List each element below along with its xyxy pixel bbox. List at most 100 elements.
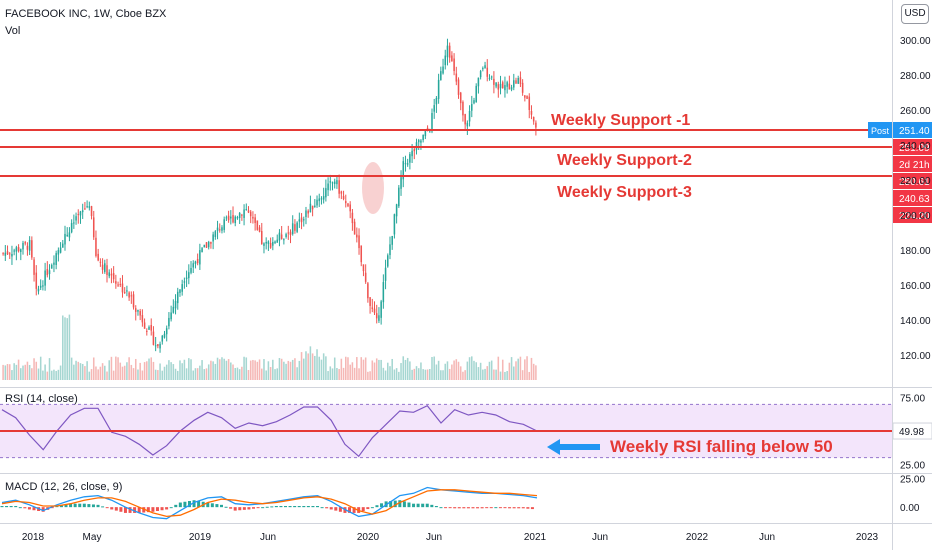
candle-body [484, 65, 486, 69]
volume-bar [331, 368, 334, 380]
candle-body [227, 215, 230, 221]
volume-bar [429, 369, 431, 380]
support-label: Weekly Support-3 [557, 184, 692, 201]
candle-body [415, 142, 418, 150]
candle-body [150, 324, 152, 331]
highlight-ellipse [362, 162, 384, 214]
macd-histogram-bar [64, 504, 68, 508]
macd-histogram-bar [160, 507, 164, 511]
macd-histogram-bar [503, 507, 507, 509]
candle-body [453, 58, 455, 72]
volume-bar [455, 359, 458, 380]
volume-bar [471, 356, 473, 380]
volume-bar [402, 356, 405, 380]
candle-body [203, 244, 206, 248]
time-tick-label: Jun [759, 532, 775, 543]
candle-body [314, 205, 316, 207]
volume-bar [130, 364, 133, 380]
macd-histogram-bar [261, 507, 265, 509]
candle-body [55, 253, 57, 265]
volume-bar [123, 365, 126, 380]
macd-histogram-bar [348, 507, 352, 513]
volume-bar [318, 356, 321, 380]
candle-body [395, 204, 398, 217]
candle-body [168, 317, 170, 327]
volume-bar [146, 361, 148, 380]
volume-bar [157, 370, 159, 380]
candle-body [192, 263, 195, 268]
macd-histogram-bar [297, 506, 301, 508]
candle-body [163, 333, 166, 338]
macd-histogram-bar [151, 507, 155, 512]
macd-histogram-bar [41, 507, 45, 512]
volume-bar [181, 363, 183, 380]
volume-bar [57, 369, 60, 380]
volume-bar [192, 370, 195, 380]
candle-body [278, 232, 281, 241]
candle-body [39, 285, 42, 288]
volume-bar [256, 361, 259, 380]
volume-bar [375, 358, 378, 380]
volume-bar [258, 359, 261, 380]
candle-body [501, 82, 504, 89]
volume-bar [278, 358, 281, 380]
rsi-value-label: 49.98 [899, 427, 924, 438]
volume-bar [466, 361, 469, 380]
candle-body [86, 206, 88, 208]
macd-histogram-bar [187, 501, 191, 508]
price-axis-label: 251.09 [893, 139, 932, 155]
macd-histogram-bar [517, 507, 521, 509]
volume-bar [170, 362, 172, 380]
candle-body [479, 71, 482, 78]
macd-histogram-bar [73, 503, 77, 508]
price-tick-label: 160.00 [900, 281, 931, 292]
candle-body [92, 217, 95, 238]
candle-body [338, 180, 340, 194]
volume-bar [227, 359, 230, 380]
volume-bar [446, 361, 449, 380]
volume-bar [327, 371, 329, 380]
currency-badge[interactable]: USD [901, 4, 929, 24]
macd-histogram-bar [448, 507, 452, 509]
candle-body [88, 206, 91, 208]
candle-body [139, 311, 141, 316]
candle-body [528, 96, 531, 111]
candle-body [81, 210, 84, 213]
volume-bar [362, 359, 365, 380]
macd-histogram-bar [361, 507, 365, 511]
price-axis-label: 250.61 [893, 173, 932, 189]
macd-histogram-bar [508, 507, 512, 509]
volume-bar [44, 364, 46, 380]
svg-text:250.61: 250.61 [899, 177, 930, 188]
candle-body [199, 250, 201, 265]
macd-histogram-bar [530, 507, 534, 510]
candle-body [59, 247, 62, 253]
chart-title: FACEBOOK INC, 1W, Cboe BZX [5, 8, 167, 20]
volume-bar [128, 357, 130, 380]
candle-body [517, 78, 519, 84]
macd-histogram-bar [265, 506, 269, 508]
candle-body [13, 250, 15, 252]
candle-body [176, 291, 179, 304]
macd-histogram-bar [338, 507, 342, 512]
candle-body [157, 344, 159, 347]
volume-bar [141, 370, 144, 380]
volume-bar [66, 318, 68, 380]
macd-histogram-bar [425, 503, 429, 508]
price-tick-label: 300.00 [900, 36, 931, 47]
time-axis: 2018 May 2019 Jun 2020 Jun 2021 Jun 2022 Jun 2023 [22, 532, 879, 543]
macd-histogram-bar [284, 506, 288, 508]
volume-bar [448, 368, 451, 380]
macd-histogram-bar [393, 500, 397, 508]
candle-body [37, 288, 40, 292]
candle-body [11, 253, 13, 257]
macd-histogram-bar [105, 507, 109, 509]
svg-text:224.20: 224.20 [899, 211, 930, 222]
candle-body [210, 241, 212, 244]
rsi-annotation: Weekly RSI falling below 50 [547, 437, 833, 456]
macd-histogram-bar [155, 507, 159, 511]
macd-histogram-bar [5, 506, 9, 508]
candle-body [344, 201, 347, 204]
candle-body [50, 264, 53, 269]
